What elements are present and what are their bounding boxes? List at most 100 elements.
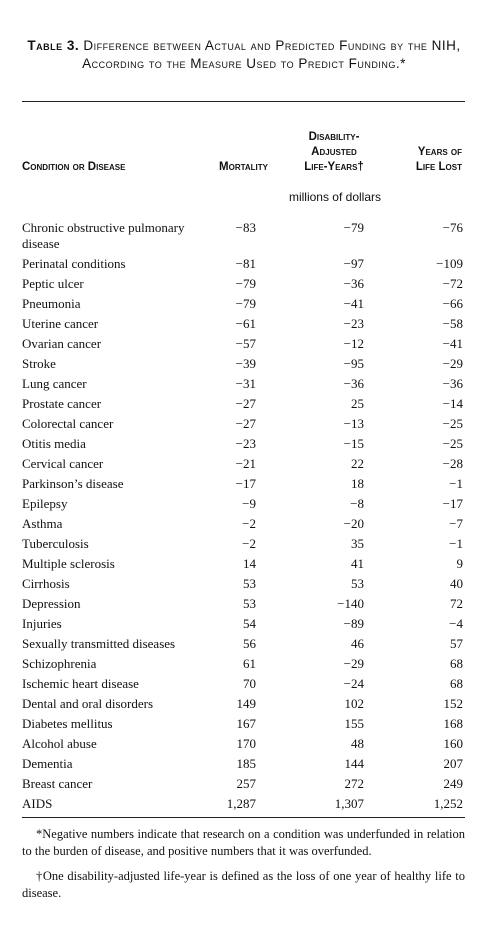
condition-name: Tuberculosis bbox=[22, 536, 89, 551]
years-lost-value: −7 bbox=[449, 516, 463, 531]
condition-name: Prostate cancer bbox=[22, 396, 102, 411]
table-number: Table 3. bbox=[27, 38, 80, 53]
years-lost-value: −14 bbox=[442, 396, 463, 411]
table-row: Breast cancer 257 272 249 bbox=[22, 774, 465, 794]
daly-value: 18 bbox=[351, 476, 364, 491]
mortality-value: −39 bbox=[235, 356, 256, 371]
condition-name: Chronic obstructive pulmonary disease bbox=[22, 220, 185, 251]
condition-name: Lung cancer bbox=[22, 376, 87, 391]
condition-name: Sexually transmitted diseases bbox=[22, 636, 176, 651]
daly-value: −23 bbox=[343, 316, 364, 331]
daly-value: −24 bbox=[343, 676, 364, 691]
table-row: Dental and oral disorders 149 102 152 bbox=[22, 694, 465, 714]
mortality-value: 56 bbox=[243, 636, 256, 651]
daly-value: −13 bbox=[343, 416, 364, 431]
condition-name: Colorectal cancer bbox=[22, 416, 114, 431]
table-row: Epilepsy −9 −8 −17 bbox=[22, 494, 465, 514]
condition-name: Dementia bbox=[22, 756, 73, 771]
condition-name: AIDS bbox=[22, 796, 53, 811]
condition-name: Injuries bbox=[22, 616, 62, 631]
header-daly: Disability- Adjusted Life-Years† bbox=[288, 130, 380, 175]
condition-name: Dental and oral disorders bbox=[22, 696, 154, 711]
daly-value: 53 bbox=[351, 576, 364, 591]
table-row: Cirrhosis 53 53 40 bbox=[22, 574, 465, 594]
condition-name: Ovarian cancer bbox=[22, 336, 102, 351]
years-lost-value: −17 bbox=[442, 496, 463, 511]
years-lost-value: −66 bbox=[442, 296, 463, 311]
condition-name: Breast cancer bbox=[22, 776, 93, 791]
years-lost-value: −1 bbox=[449, 536, 463, 551]
table-row: Otitis media −23 −15 −25 bbox=[22, 434, 465, 454]
mortality-value: 149 bbox=[236, 696, 257, 711]
daly-value: 155 bbox=[344, 716, 365, 731]
mortality-value: −21 bbox=[235, 456, 256, 471]
condition-name: Peptic ulcer bbox=[22, 276, 84, 291]
table-row: Multiple sclerosis 14 41 9 bbox=[22, 554, 465, 574]
daly-value: −8 bbox=[350, 496, 364, 511]
years-lost-value: −29 bbox=[442, 356, 463, 371]
table-row: Ischemic heart disease 70 −24 68 bbox=[22, 674, 465, 694]
condition-name: Ischemic heart disease bbox=[22, 676, 139, 691]
footnote-star: *Negative numbers indicate that research… bbox=[22, 827, 465, 858]
daly-value: −15 bbox=[343, 436, 364, 451]
years-lost-value: −4 bbox=[449, 616, 463, 631]
years-lost-value: −72 bbox=[442, 276, 463, 291]
mortality-value: 14 bbox=[243, 556, 256, 571]
condition-name: Parkinson’s disease bbox=[22, 476, 124, 491]
table-row: Sexually transmitted diseases 56 46 57 bbox=[22, 634, 465, 654]
daly-value: −36 bbox=[343, 376, 364, 391]
header-mortality: Mortality bbox=[219, 161, 268, 173]
table-row: Chronic obstructive pulmonary disease −83… bbox=[22, 218, 465, 254]
daly-value: 46 bbox=[351, 636, 364, 651]
years-lost-value: 168 bbox=[443, 716, 464, 731]
header-condition: Condition or Disease bbox=[22, 161, 126, 173]
daly-value: 272 bbox=[344, 776, 365, 791]
years-lost-value: −36 bbox=[442, 376, 463, 391]
condition-name: Uterine cancer bbox=[22, 316, 99, 331]
mortality-value: −2 bbox=[242, 536, 256, 551]
mortality-value: −2 bbox=[242, 516, 256, 531]
table-row: Prostate cancer −27 25 −14 bbox=[22, 394, 465, 414]
condition-name: Pneumonia bbox=[22, 296, 81, 311]
condition-name: Cervical cancer bbox=[22, 456, 104, 471]
units-label: millions of dollars bbox=[288, 190, 382, 204]
table-row: Lung cancer −31 −36 −36 bbox=[22, 374, 465, 394]
years-lost-value: −76 bbox=[442, 220, 463, 235]
years-lost-value: 152 bbox=[443, 696, 464, 711]
table-row: Dementia 185 144 207 bbox=[22, 754, 465, 774]
daly-value: −12 bbox=[343, 336, 364, 351]
condition-name: Depression bbox=[22, 596, 81, 611]
table-row: AIDS 1,287 1,307 1,252 bbox=[22, 794, 465, 814]
mortality-value: 70 bbox=[243, 676, 256, 691]
daly-value: −97 bbox=[343, 256, 364, 271]
mortality-value: −31 bbox=[235, 376, 256, 391]
header-daly-line2: Adjusted bbox=[311, 146, 357, 158]
years-lost-value: −41 bbox=[442, 336, 463, 351]
daly-value: −20 bbox=[343, 516, 364, 531]
daly-value: 25 bbox=[351, 396, 364, 411]
mortality-value: −23 bbox=[235, 436, 256, 451]
condition-name: Cirrhosis bbox=[22, 576, 70, 591]
years-lost-value: 72 bbox=[450, 596, 463, 611]
years-lost-value: 249 bbox=[443, 776, 464, 791]
mortality-value: −83 bbox=[235, 220, 256, 235]
mortality-value: −9 bbox=[242, 496, 256, 511]
table-row: Diabetes mellitus 167 155 168 bbox=[22, 714, 465, 734]
years-lost-value: −58 bbox=[442, 316, 463, 331]
table-body: Chronic obstructive pulmonary disease −83… bbox=[22, 218, 465, 814]
table-row: Asthma −2 −20 −7 bbox=[22, 514, 465, 534]
years-lost-value: 9 bbox=[456, 556, 464, 571]
table-row: Peptic ulcer −79 −36 −72 bbox=[22, 274, 465, 294]
table-row: Perinatal conditions −81 −97 −109 bbox=[22, 254, 465, 274]
daly-value: 41 bbox=[351, 556, 364, 571]
table-row: Stroke −39 −95 −29 bbox=[22, 354, 465, 374]
mortality-value: −79 bbox=[235, 296, 256, 311]
bottom-rule bbox=[22, 817, 465, 818]
daly-value: 48 bbox=[351, 736, 364, 751]
table-row: Injuries 54 −89 −4 bbox=[22, 614, 465, 634]
condition-name: Multiple sclerosis bbox=[22, 556, 115, 571]
condition-name: Stroke bbox=[22, 356, 56, 371]
header-yll-line1: Years of bbox=[417, 146, 462, 158]
table-row: Uterine cancer −61 −23 −58 bbox=[22, 314, 465, 334]
header-years-lost: Years of Life Lost bbox=[384, 145, 462, 175]
